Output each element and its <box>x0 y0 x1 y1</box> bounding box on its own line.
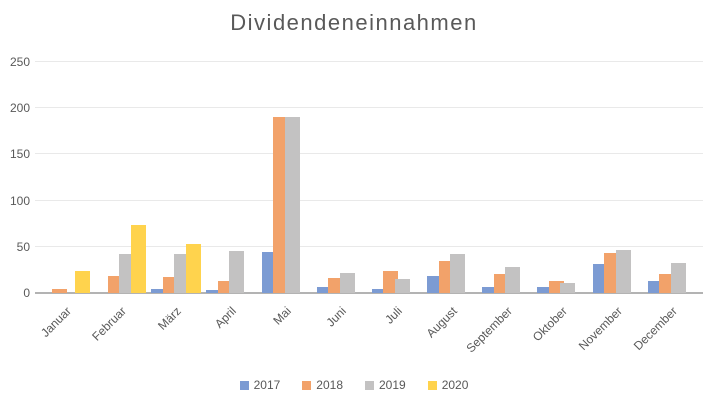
y-tick-label: 200 <box>9 101 30 116</box>
legend-swatch-2020 <box>427 380 437 390</box>
legend-label: 2019 <box>379 378 406 392</box>
legend-label: 2017 <box>253 378 281 392</box>
legend-swatch-2017 <box>239 380 249 390</box>
legend-label: 2018 <box>316 378 343 392</box>
chart-title: Dividendeneinnahmen <box>230 10 478 35</box>
y-tick-label: 50 <box>16 239 30 254</box>
bar-2017-juli <box>371 289 387 293</box>
legend: 2017 2018 2019 2020 <box>0 378 708 392</box>
bar-2020-märz <box>185 244 201 293</box>
bar-2017-oktober <box>537 287 553 293</box>
gridline <box>35 107 703 109</box>
bar-2019-april <box>229 251 245 293</box>
bar-2019-juli <box>394 279 410 293</box>
legend-swatch-2018 <box>302 380 312 390</box>
bar-2017-märz <box>151 289 167 293</box>
bar-2019-august <box>450 254 465 293</box>
bar-2020-februar <box>130 225 146 293</box>
bar-2018-september <box>493 274 509 293</box>
gridline <box>35 199 703 201</box>
plot-area <box>35 61 703 294</box>
bar-2018-märz <box>162 277 178 293</box>
bar-2017-november <box>592 264 608 293</box>
bar-2019-december <box>670 263 686 293</box>
bar-2017-september <box>482 287 498 293</box>
x-axis-line <box>35 292 703 294</box>
y-tick-label: 100 <box>9 193 30 208</box>
y-axis: 0 50 100 150 200 250 <box>0 55 30 300</box>
bar-2018-november <box>604 253 619 293</box>
legend-item-2019: 2019 <box>365 378 406 392</box>
bar-2017-juni <box>316 287 332 293</box>
bar-2019-september <box>505 267 521 293</box>
bar-2018-juni <box>328 278 344 293</box>
bar-2018-januar <box>52 289 68 293</box>
gridline <box>35 153 703 155</box>
bar-2018-april <box>217 281 233 293</box>
bar-2019-februar <box>119 254 134 293</box>
legend-item-2020: 2020 <box>427 378 469 392</box>
bar-2018-februar <box>107 276 123 293</box>
gridline <box>35 245 703 247</box>
gridline <box>35 61 703 62</box>
x-axis: Januar Februar März April Mai Juni Juli August S… <box>38 296 700 366</box>
bar-2018-december <box>659 274 675 293</box>
bar-2017-december <box>647 281 663 293</box>
legend-item-2018: 2018 <box>302 378 343 392</box>
y-tick-label: 250 <box>9 55 30 69</box>
legend-label: 2020 <box>441 378 469 392</box>
bar-2019-mai <box>284 117 300 293</box>
bar-2018-mai <box>273 117 288 293</box>
bar-2018-oktober <box>548 281 564 293</box>
bar-2017-april <box>206 290 222 293</box>
bar-2018-juli <box>383 271 399 293</box>
bar-2019-juni <box>339 273 355 293</box>
bar-2017-august <box>427 276 442 293</box>
bar-2019-märz <box>174 254 190 293</box>
legend-swatch-2019 <box>365 380 374 390</box>
y-tick-label: 0 <box>23 286 30 300</box>
bar-2019-november <box>615 250 631 293</box>
bar-2018-august <box>438 261 454 293</box>
bar-2020-januar <box>75 271 91 293</box>
bar-2019-oktober <box>560 283 576 293</box>
legend-item-2017: 2017 <box>239 378 281 392</box>
bar-2017-mai <box>261 252 277 293</box>
y-tick-label: 150 <box>9 147 30 162</box>
